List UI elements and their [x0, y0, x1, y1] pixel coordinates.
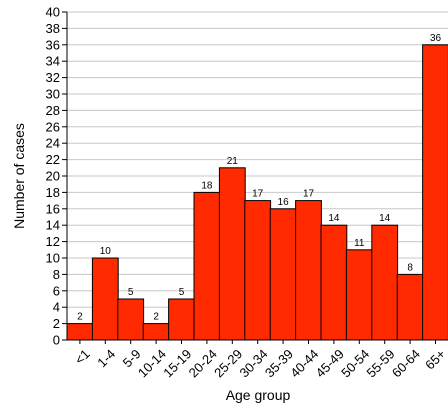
y-tick-label: 2: [53, 316, 60, 331]
y-tick-label: 18: [46, 185, 60, 200]
data-label: 2: [153, 312, 159, 323]
bar-1-4: [91, 257, 119, 341]
y-tick-label: 16: [46, 201, 60, 216]
x-tick-label: 50-54: [338, 346, 372, 380]
bar-35-39: [269, 208, 297, 341]
data-label: 5: [179, 287, 185, 298]
y-tick-label: 32: [46, 70, 60, 85]
x-tick-label: 40-44: [287, 346, 321, 380]
data-label: 11: [354, 238, 365, 249]
y-tick-label: 36: [46, 37, 60, 52]
data-label: 16: [278, 197, 290, 208]
y-tick-label: 4: [53, 300, 60, 315]
data-label: 17: [252, 189, 264, 200]
x-tick-labels: <1 1-4 5-910-1415-1920-2425-2930-3435-3940…: [72, 340, 448, 380]
y-tick-label: 10: [46, 251, 60, 266]
y-tick-label: 34: [46, 54, 60, 69]
data-label: 17: [303, 189, 315, 200]
bar-10-14: [142, 323, 170, 341]
data-label: 5: [128, 287, 134, 298]
y-tick-label: 14: [46, 218, 60, 233]
bar-60-64: [396, 273, 424, 341]
y-tick-label: 24: [46, 136, 60, 151]
bar-40-44: [295, 200, 322, 341]
bar-5-9: [117, 298, 145, 341]
data-label: 14: [379, 213, 391, 224]
x-tick-label: 35-39: [262, 346, 296, 380]
x-tick-label: 20-24: [186, 346, 220, 380]
x-tick-label: 25-29: [211, 346, 245, 380]
y-tick-label: 30: [46, 87, 60, 102]
data-label: 14: [328, 213, 340, 224]
bar-65+: [422, 44, 448, 341]
y-tick-label: 40: [46, 5, 60, 20]
y-axis-title: Number of cases: [11, 123, 27, 229]
bar-30-34: [244, 200, 272, 341]
x-tick-label: 60-64: [389, 346, 423, 380]
data-label: 18: [201, 180, 213, 191]
grid-lines: [67, 11, 448, 325]
x-tick-label: 55-59: [363, 346, 397, 380]
bar-55-59: [371, 224, 399, 341]
data-label: 21: [227, 156, 239, 167]
y-tick-label: 0: [53, 333, 60, 348]
data-label: 36: [430, 33, 442, 44]
bar-20-24: [193, 191, 221, 341]
bar-15-19: [168, 298, 195, 341]
y-tick-label: 8: [53, 267, 60, 282]
bar-50-54: [345, 249, 373, 341]
y-tick-label: 22: [46, 152, 60, 167]
y-tick-label: 6: [53, 283, 60, 298]
x-tick-label: 65+: [422, 346, 448, 372]
x-axis-title: Age group: [226, 387, 291, 403]
y-tick-label: 28: [46, 103, 60, 118]
x-tick-label: 30-34: [236, 346, 270, 380]
data-labels: 2 10 5 2 5 18 21 17 16 17 14 11 14 8 36: [77, 33, 441, 323]
data-label: 2: [77, 312, 83, 323]
x-tick-label: 10-14: [135, 346, 169, 380]
x-tick-label: <1: [72, 346, 93, 367]
y-tick-label: 20: [46, 169, 60, 184]
y-tick-label: 26: [46, 119, 60, 134]
x-tick-label: 45-49: [313, 346, 347, 380]
data-label: 10: [100, 246, 112, 257]
y-tick-label: 38: [46, 21, 60, 36]
bar-45-49: [320, 224, 348, 341]
x-tick-label: 15-19: [160, 346, 194, 380]
data-label: 8: [407, 262, 413, 273]
bar-<1: [66, 323, 94, 341]
bar-25-29: [218, 167, 246, 341]
x-tick-label: 1-4: [94, 346, 118, 370]
y-tick-label: 12: [46, 234, 60, 249]
